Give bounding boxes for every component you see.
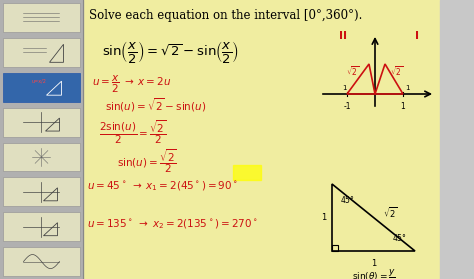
Bar (3, 177, 80, 206)
Text: $\sin(u)=\dfrac{\sqrt{2}}{2}$: $\sin(u)=\dfrac{\sqrt{2}}{2}$ (117, 147, 177, 175)
Bar (3, 73, 80, 102)
Bar (440, 0, 474, 279)
Text: 1: 1 (321, 213, 326, 222)
Text: 1: 1 (371, 259, 376, 268)
Bar (3, 247, 80, 276)
Bar (233, 165, 261, 180)
Text: $u=135^\circ\;\rightarrow\;x_2=2(135^\circ)=270^\circ$: $u=135^\circ\;\rightarrow\;x_2=2(135^\ci… (87, 217, 258, 231)
Text: $u=\dfrac{x}{2}\;\rightarrow\;x=2u$: $u=\dfrac{x}{2}\;\rightarrow\;x=2u$ (92, 74, 171, 95)
Bar (3, 38, 80, 67)
Text: $45°$: $45°$ (340, 194, 355, 205)
Text: 1: 1 (401, 102, 405, 111)
Bar (0, 0, 83, 279)
Text: u=x/2: u=x/2 (31, 78, 46, 83)
Text: $45°$: $45°$ (392, 232, 407, 243)
Text: $\sin(\theta)=\dfrac{y}{r}$: $\sin(\theta)=\dfrac{y}{r}$ (352, 267, 395, 279)
Text: $u=45^\circ\;\rightarrow\;x_1=2(45^\circ)=90^\circ$: $u=45^\circ\;\rightarrow\;x_1=2(45^\circ… (87, 179, 238, 193)
Text: Solve each equation on the interval [0°,360°).: Solve each equation on the interval [0°,… (89, 9, 363, 22)
Bar (3, 143, 80, 171)
Text: $\sqrt{2}$: $\sqrt{2}$ (346, 64, 360, 78)
Text: -1: -1 (343, 102, 351, 111)
Text: $\sqrt{2}$: $\sqrt{2}$ (390, 64, 404, 78)
Text: $\sqrt{2}$: $\sqrt{2}$ (383, 205, 398, 220)
Bar (3, 212, 80, 241)
Text: II: II (339, 31, 347, 41)
Bar (3, 3, 80, 32)
Text: $\sin(u)=\sqrt{2}-\sin(u)$: $\sin(u)=\sqrt{2}-\sin(u)$ (105, 96, 206, 114)
Text: 1: 1 (343, 85, 347, 91)
Text: $\dfrac{2\sin(u)}{2}=\dfrac{\sqrt{2}}{2}$: $\dfrac{2\sin(u)}{2}=\dfrac{\sqrt{2}}{2}… (99, 118, 167, 146)
Bar (3, 108, 80, 136)
Bar (332, 245, 338, 251)
Text: 1: 1 (405, 85, 410, 91)
Text: $\sin\!\left(\dfrac{x}{2}\right)=\sqrt{2}-\sin\!\left(\dfrac{x}{2}\right)$: $\sin\!\left(\dfrac{x}{2}\right)=\sqrt{2… (102, 39, 239, 65)
Text: I: I (415, 31, 419, 41)
